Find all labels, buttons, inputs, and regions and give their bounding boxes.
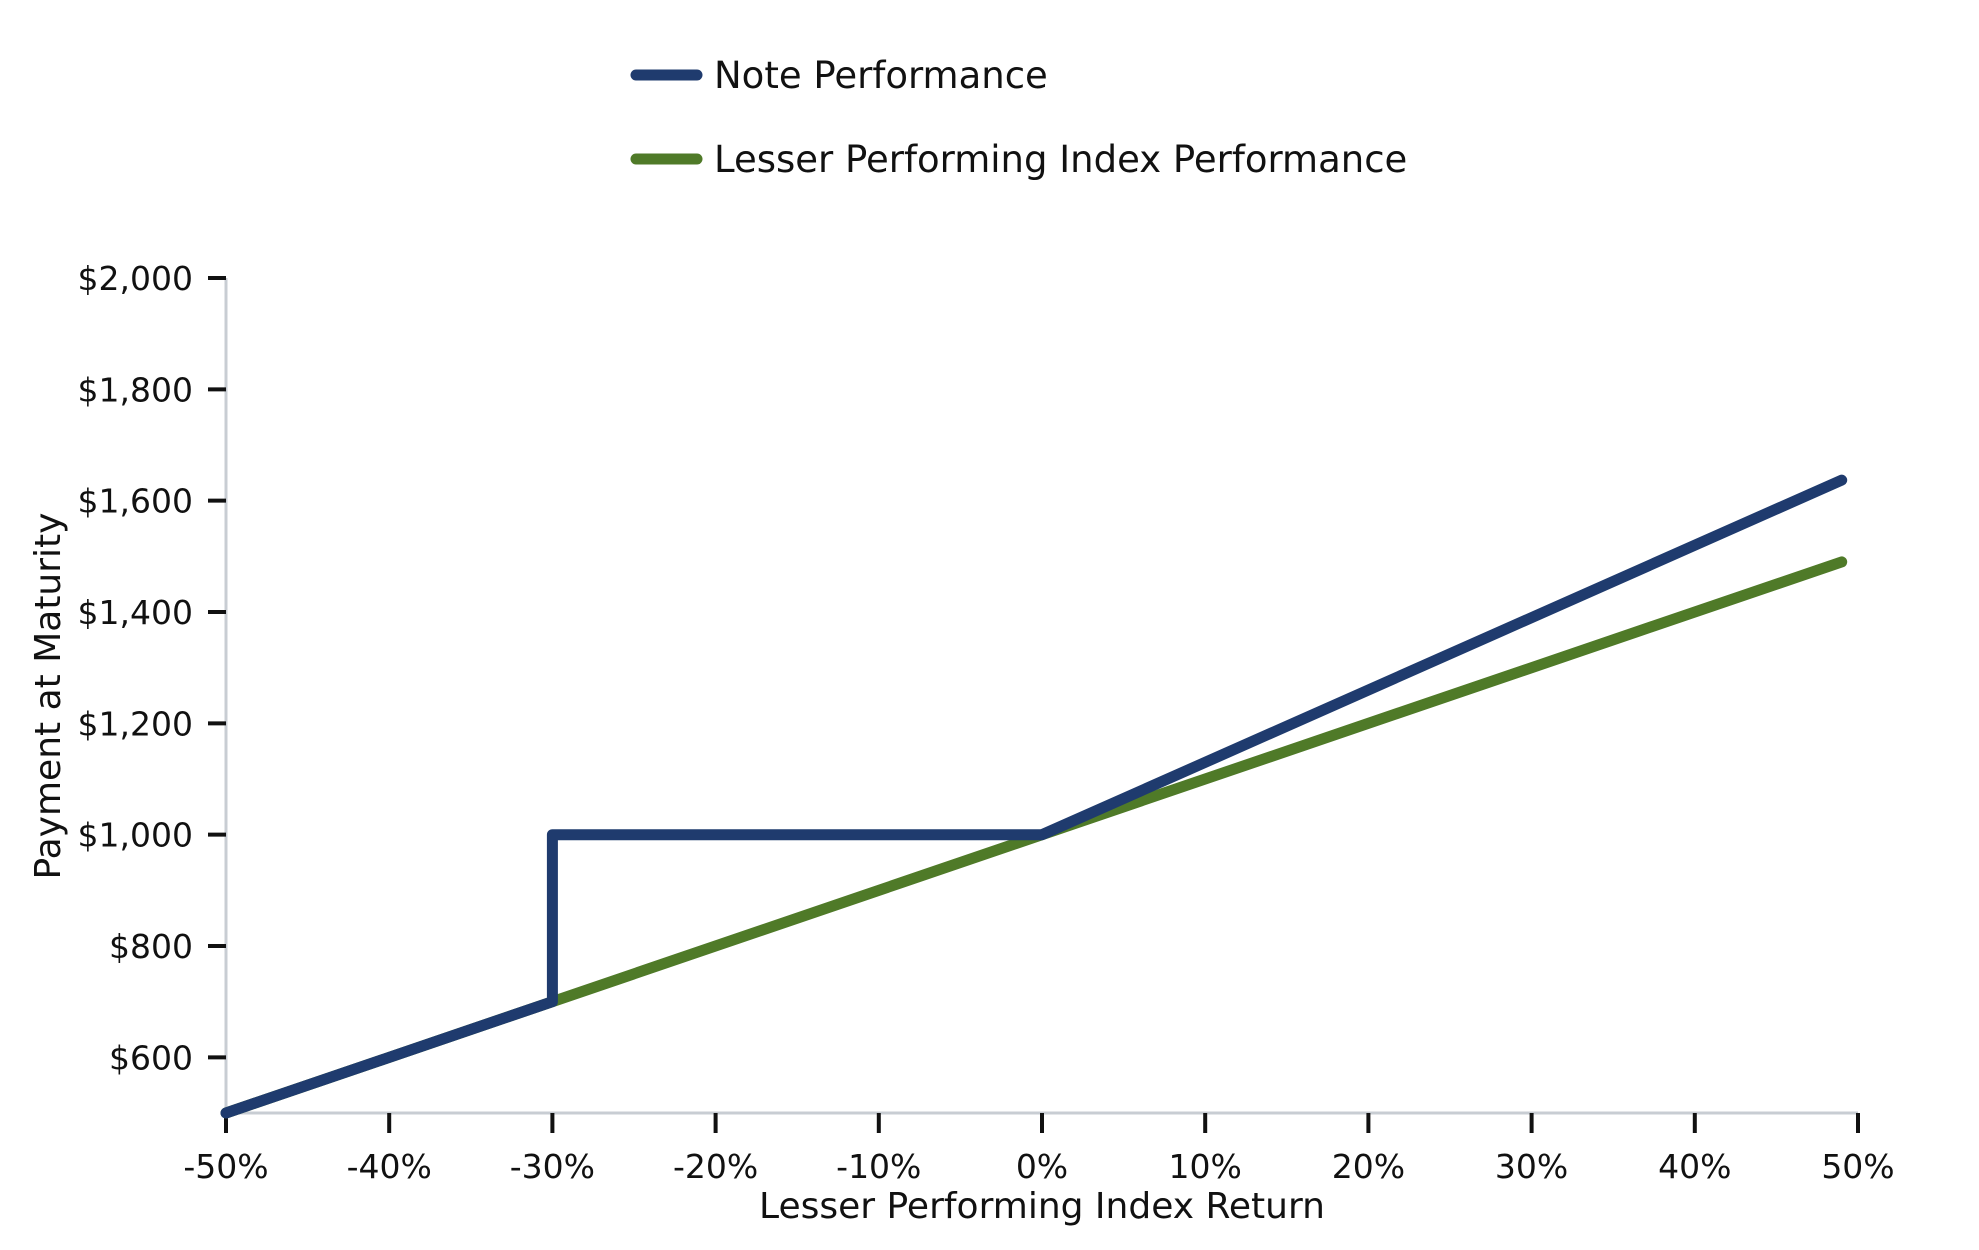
legend-label-note-performance: Note Performance [714,54,1048,97]
x-tick-label: 40% [1658,1147,1731,1186]
y-axis-title: Payment at Maturity [28,513,69,880]
series-layer [220,474,1848,1119]
x-tick-label: 30% [1495,1147,1568,1186]
x-tick-label: -20% [673,1147,758,1186]
y-tick-label: $1,000 [78,816,193,855]
y-tick-label: $2,000 [78,259,193,298]
y-tick-label: $800 [109,927,193,966]
x-tick-label: -40% [347,1147,432,1186]
y-axis-ticks: $600 $800 $1,000 $1,200 $1,400 $1,600 $1,800 $2… [78,259,226,1077]
x-tick-label: 10% [1169,1147,1242,1186]
x-tick-label: -10% [836,1147,921,1186]
x-axis-title: Lesser Performing Index Return [759,1186,1325,1227]
x-tick-label: 20% [1332,1147,1405,1186]
y-tick-label: $1,800 [78,370,193,409]
x-tick-label: -50% [183,1147,268,1186]
x-tick-label: 50% [1821,1147,1894,1186]
x-tick-label: 0% [1016,1147,1068,1186]
y-tick-label: $1,600 [78,482,193,521]
legend-label-index-performance: Lesser Performing Index Performance [714,138,1407,181]
y-tick-label: $1,200 [78,704,193,743]
legend: Note Performance Lesser Performing Index… [630,54,1407,181]
y-tick-label: $1,400 [78,593,193,632]
x-tick-label: -30% [510,1147,595,1186]
x-axis-ticks: -50% -40% -30% -20% -10% 0% 10% 20% 30% 40% 50% [183,1113,1895,1186]
y-tick-label: $600 [109,1038,193,1077]
series-line-note-performance [220,474,1848,1119]
